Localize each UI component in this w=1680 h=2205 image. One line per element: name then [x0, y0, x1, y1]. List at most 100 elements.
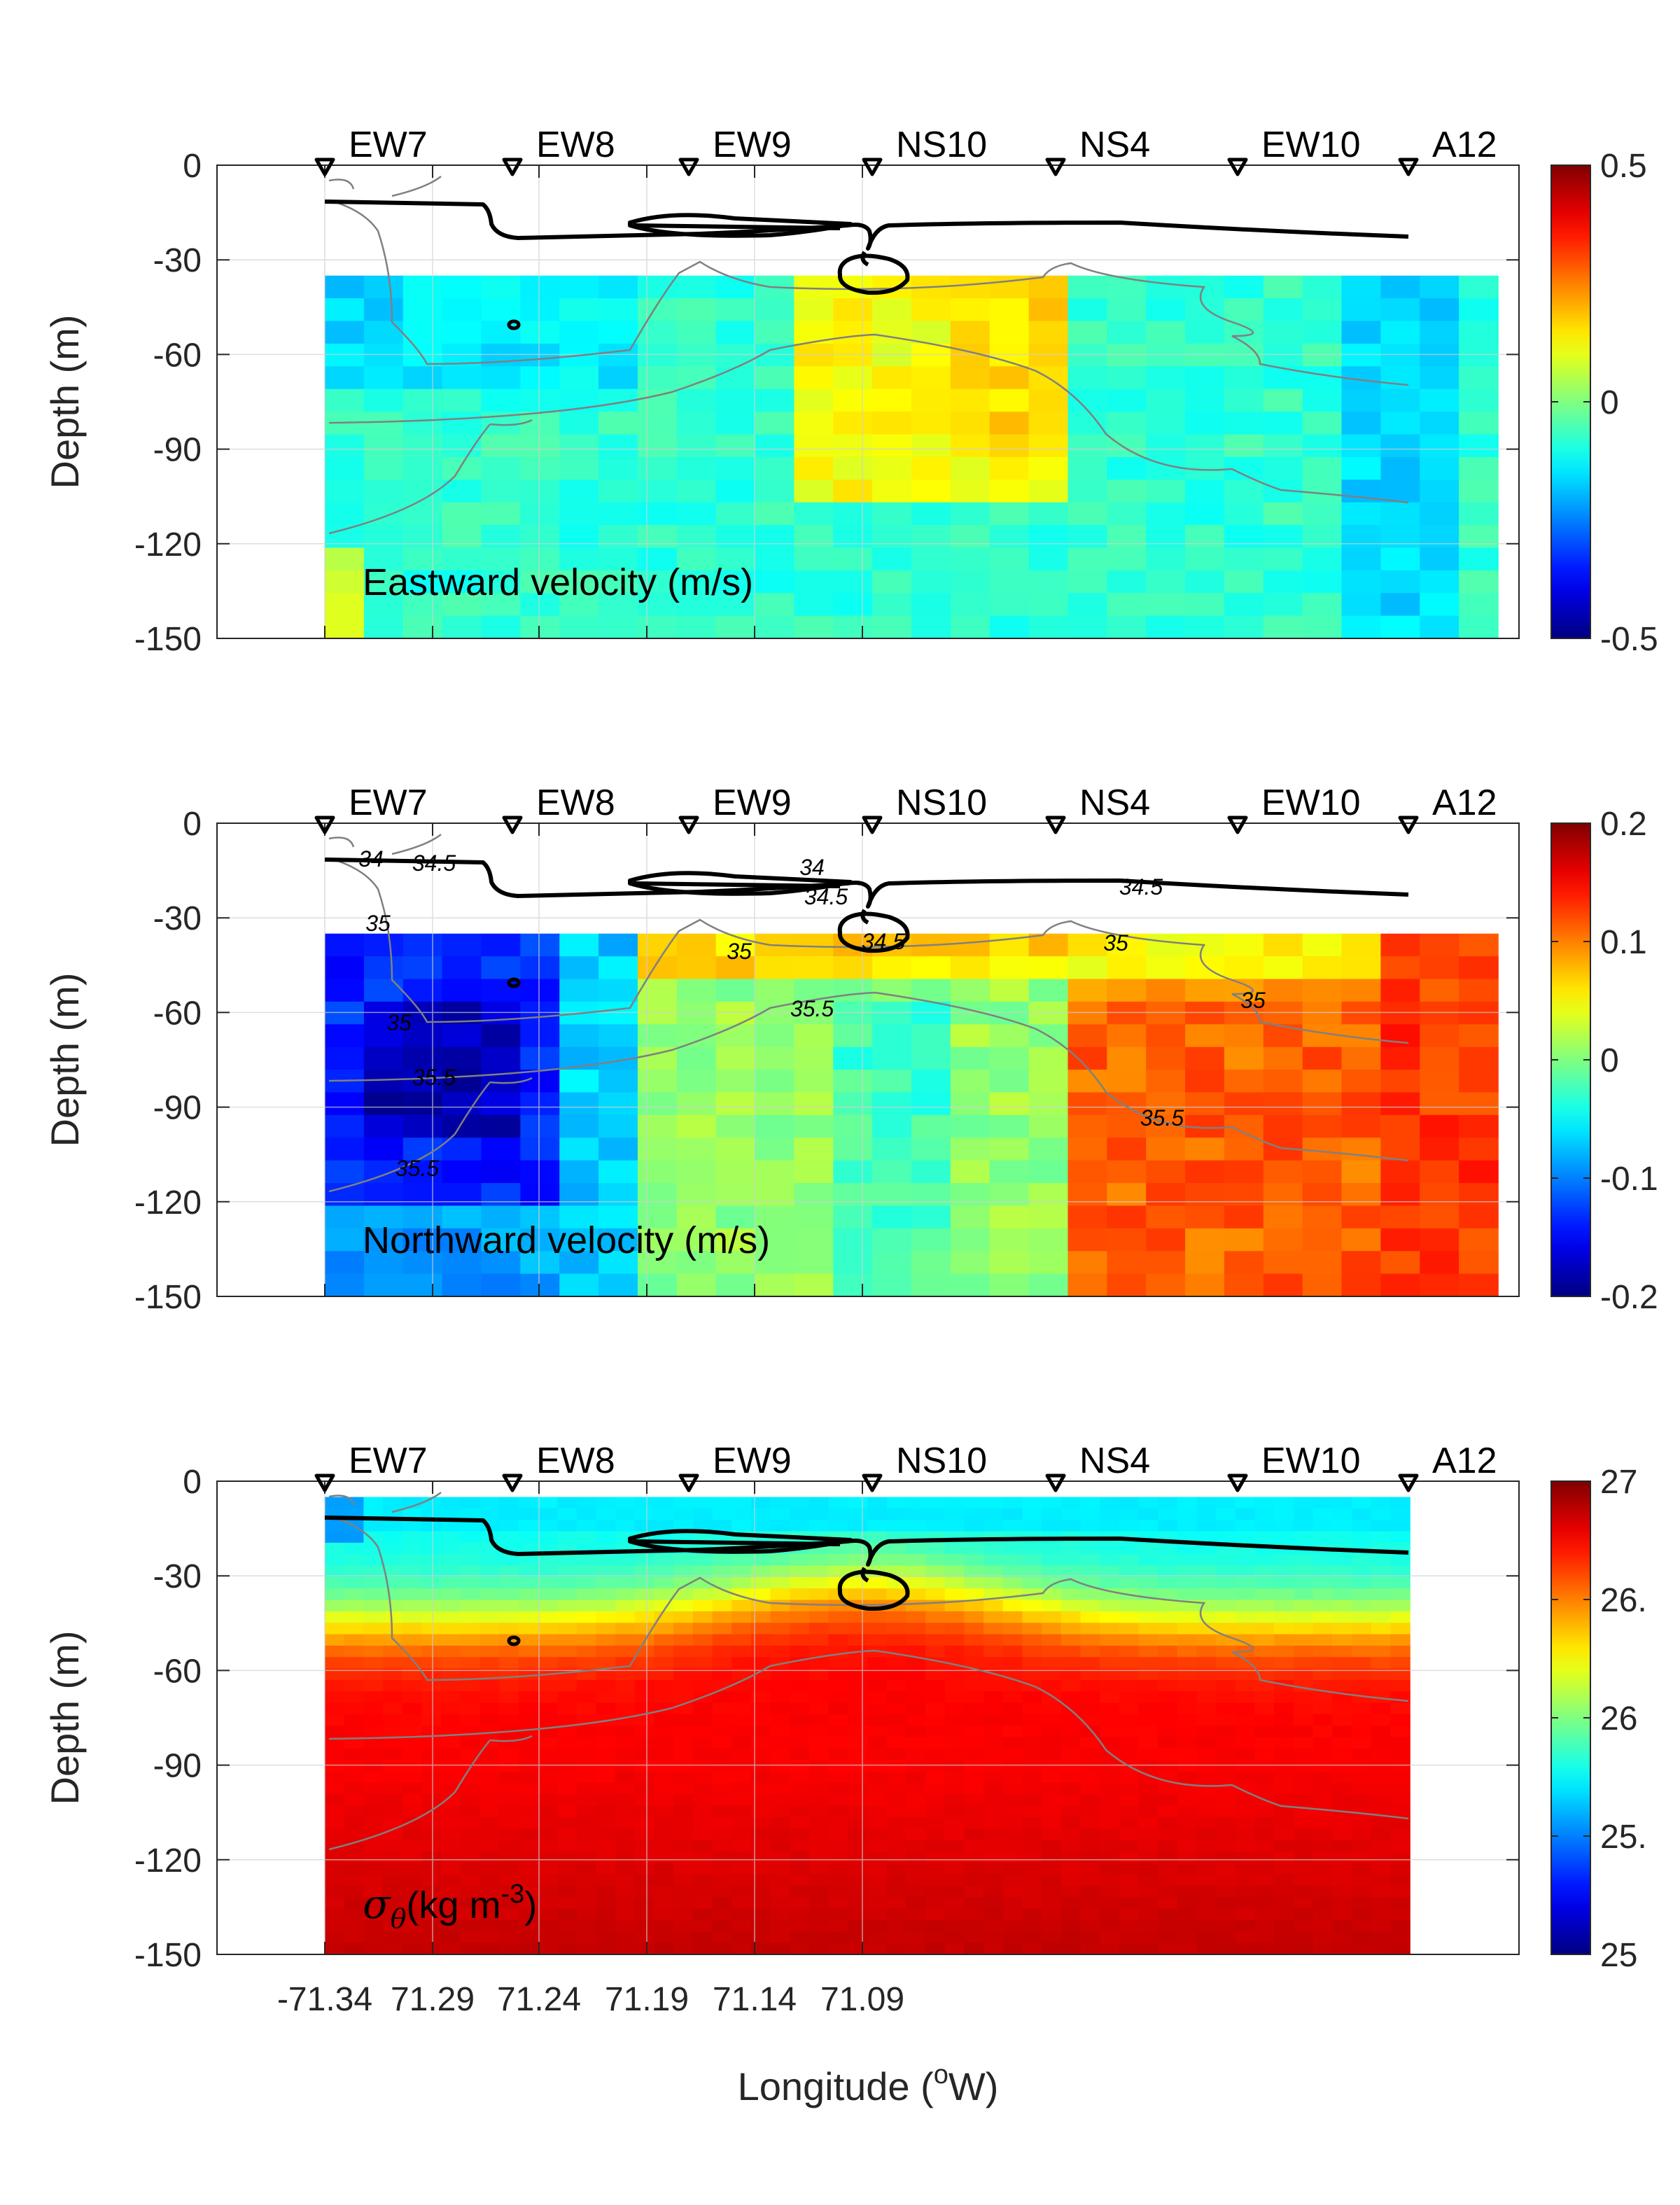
heatmap-cell: [1390, 1600, 1410, 1612]
heatmap-cell: [715, 570, 756, 594]
heatmap-cell: [911, 388, 951, 412]
heatmap-cell: [808, 1520, 830, 1532]
heatmap-cell: [1216, 1897, 1236, 1910]
heatmap-cell: [828, 1931, 849, 1944]
heatmap-cell: [828, 1885, 849, 1898]
heatmap-cell: [402, 570, 443, 594]
heatmap-cell: [1068, 1114, 1108, 1139]
heatmap-cell: [732, 1794, 752, 1807]
heatmap-cell: [383, 1874, 403, 1886]
heatmap-cell: [1119, 1919, 1140, 1933]
y-tick-label: -30: [153, 1558, 202, 1595]
heatmap-cell: [363, 1228, 404, 1252]
heatmap-cell: [1185, 1092, 1225, 1116]
heatmap-cell: [576, 1885, 597, 1898]
heatmap-cell: [833, 502, 873, 526]
heatmap-cell: [1138, 1771, 1158, 1784]
heatmap-cell: [460, 1851, 481, 1864]
heatmap-cell: [538, 1737, 558, 1749]
heatmap-cell: [1100, 1919, 1120, 1933]
heatmap-cell: [906, 1554, 926, 1567]
heatmap-cell: [848, 1863, 868, 1875]
heatmap-cell: [441, 1542, 461, 1555]
heatmap-cell: [538, 1645, 558, 1658]
heatmap-cell: [944, 1645, 965, 1658]
station-label: EW7: [349, 783, 428, 823]
heatmap-cell: [1420, 502, 1460, 526]
heatmap-cell: [692, 1497, 713, 1509]
heatmap-cell: [1332, 1726, 1352, 1738]
heatmap-cell: [520, 412, 560, 435]
heatmap-cell: [634, 1576, 655, 1590]
heatmap-cell: [1080, 1497, 1100, 1509]
heatmap-cell: [983, 1679, 1004, 1693]
heatmap-cell: [325, 1702, 345, 1715]
heatmap-cell: [755, 979, 795, 1002]
heatmap-cell: [363, 956, 404, 980]
heatmap-cell: [1302, 1024, 1343, 1048]
heatmap-cell: [911, 1160, 951, 1184]
heatmap-cell: [712, 1919, 733, 1933]
heatmap-cell: [1420, 615, 1460, 639]
heatmap-cell: [654, 1714, 675, 1727]
heatmap-cell: [634, 1600, 655, 1612]
heatmap-cell: [833, 615, 873, 639]
heatmap-cell: [950, 388, 990, 412]
heatmap-cell: [1371, 1714, 1392, 1727]
heatmap-cell: [673, 1657, 694, 1670]
heatmap-cell: [1293, 1828, 1314, 1841]
heatmap-cell: [911, 615, 951, 639]
heatmap-cell: [1332, 1816, 1352, 1830]
heatmap-cell: [989, 593, 1030, 617]
heatmap-cell: [363, 979, 404, 1002]
heatmap-cell: [1341, 1205, 1382, 1229]
heatmap-cell: [325, 1554, 345, 1567]
heatmap-cell: [828, 1897, 849, 1910]
heatmap-cell: [1274, 1942, 1294, 1955]
heatmap-cell: [1196, 1623, 1217, 1635]
heatmap-cell: [906, 1897, 926, 1910]
label-part: ): [524, 1884, 537, 1926]
heatmap-cell: [1028, 1160, 1069, 1184]
heatmap-cell: [1224, 1228, 1264, 1252]
heatmap-cell: [1158, 1805, 1178, 1818]
heatmap-cell: [872, 321, 912, 344]
heatmap-cell: [989, 502, 1030, 526]
heatmap-cell: [637, 275, 678, 299]
heatmap-cell: [808, 1554, 830, 1567]
heatmap-cell: [442, 1183, 482, 1207]
heatmap-cell: [518, 1874, 539, 1886]
heatmap-cell: [576, 1851, 597, 1864]
heatmap-cell: [750, 1679, 771, 1693]
heatmap-cell: [750, 1565, 771, 1578]
heatmap-cell: [1138, 1942, 1158, 1955]
heatmap-cell: [828, 1782, 849, 1795]
heatmap-cell: [383, 1828, 403, 1841]
heatmap-cell: [1380, 388, 1421, 412]
heatmap-cell: [1185, 933, 1225, 957]
heatmap-cell: [1312, 1714, 1334, 1727]
heatmap-cell: [402, 456, 443, 481]
heatmap-cell: [1060, 1623, 1082, 1635]
heatmap-cell: [1312, 1805, 1334, 1818]
heatmap-cell: [1224, 479, 1264, 503]
heatmap-cell: [634, 1794, 655, 1807]
heatmap-cell: [402, 1273, 443, 1297]
heatmap-cell: [1235, 1668, 1256, 1681]
heatmap-cell: [1119, 1497, 1140, 1509]
heatmap-cell: [1274, 1576, 1294, 1590]
heatmap-cell: [1274, 1702, 1294, 1715]
heatmap-cell: [596, 1657, 616, 1670]
heatmap-cell: [1302, 570, 1343, 594]
heatmap-cell: [1459, 933, 1499, 957]
heatmap-cell: [325, 1679, 345, 1693]
heatmap-cell: [634, 1863, 655, 1875]
heatmap-cell: [794, 1114, 834, 1139]
heatmap-cell: [828, 1497, 849, 1509]
heatmap-cell: [1312, 1931, 1334, 1944]
heatmap-cell: [421, 1771, 442, 1784]
heatmap-cell: [964, 1897, 984, 1910]
heatmap-cell: [1158, 1737, 1178, 1749]
heatmap-cell: [1216, 1668, 1236, 1681]
heatmap-cell: [790, 1942, 810, 1955]
